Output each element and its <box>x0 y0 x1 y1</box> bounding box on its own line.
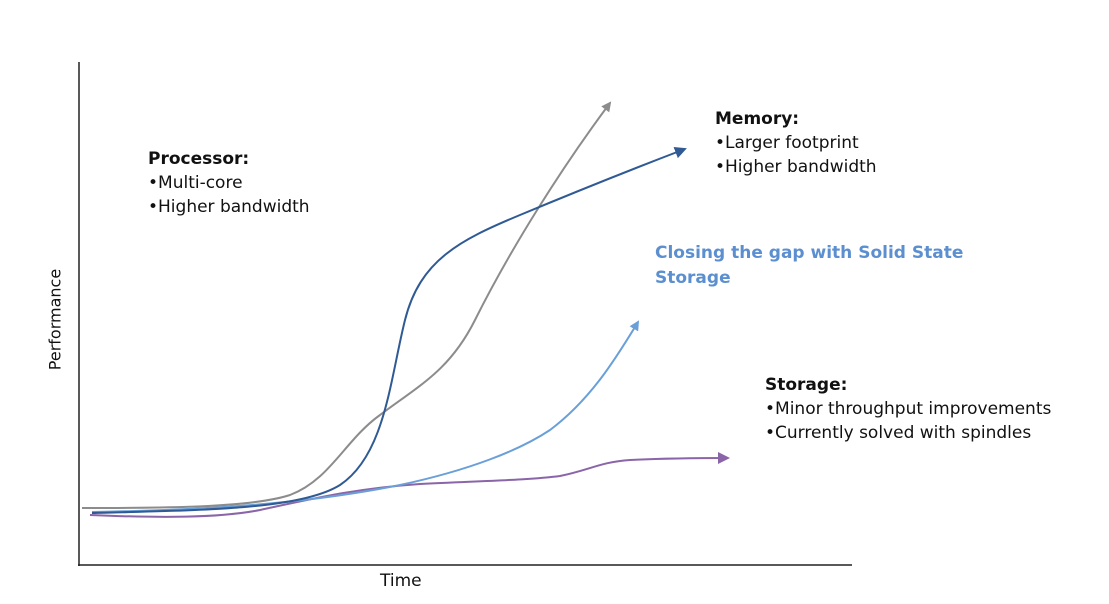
ssd-curve <box>91 320 640 513</box>
processor-curve <box>81 101 612 509</box>
memory-bullet: •Larger footprint <box>715 133 859 153</box>
processor-title: Processor: <box>148 149 250 169</box>
memory-bullet: •Higher bandwidth <box>715 157 877 177</box>
x-axis-label: Time <box>380 571 422 591</box>
y-axis-label: Performance <box>45 268 65 371</box>
ssd-annotation: Closing the gap with Solid State Storage <box>655 243 964 288</box>
memory-curve <box>91 146 687 514</box>
processor-bullet: •Multi-core <box>148 173 243 193</box>
storage-title: Storage: <box>765 375 848 395</box>
memory-title: Memory: <box>715 109 800 129</box>
processor-bullet: •Higher bandwidth <box>148 197 310 217</box>
storage-bullet: •Currently solved with spindles <box>765 423 1032 443</box>
storage-annotation: Storage: •Minor throughput improvements … <box>765 373 1051 445</box>
storage-bullet: •Minor throughput improvements <box>765 399 1052 419</box>
storage-curve <box>89 452 730 518</box>
memory-annotation: Memory: •Larger footprint •Higher bandwi… <box>715 107 877 179</box>
processor-annotation: Processor: •Multi-core •Higher bandwidth <box>148 147 310 219</box>
